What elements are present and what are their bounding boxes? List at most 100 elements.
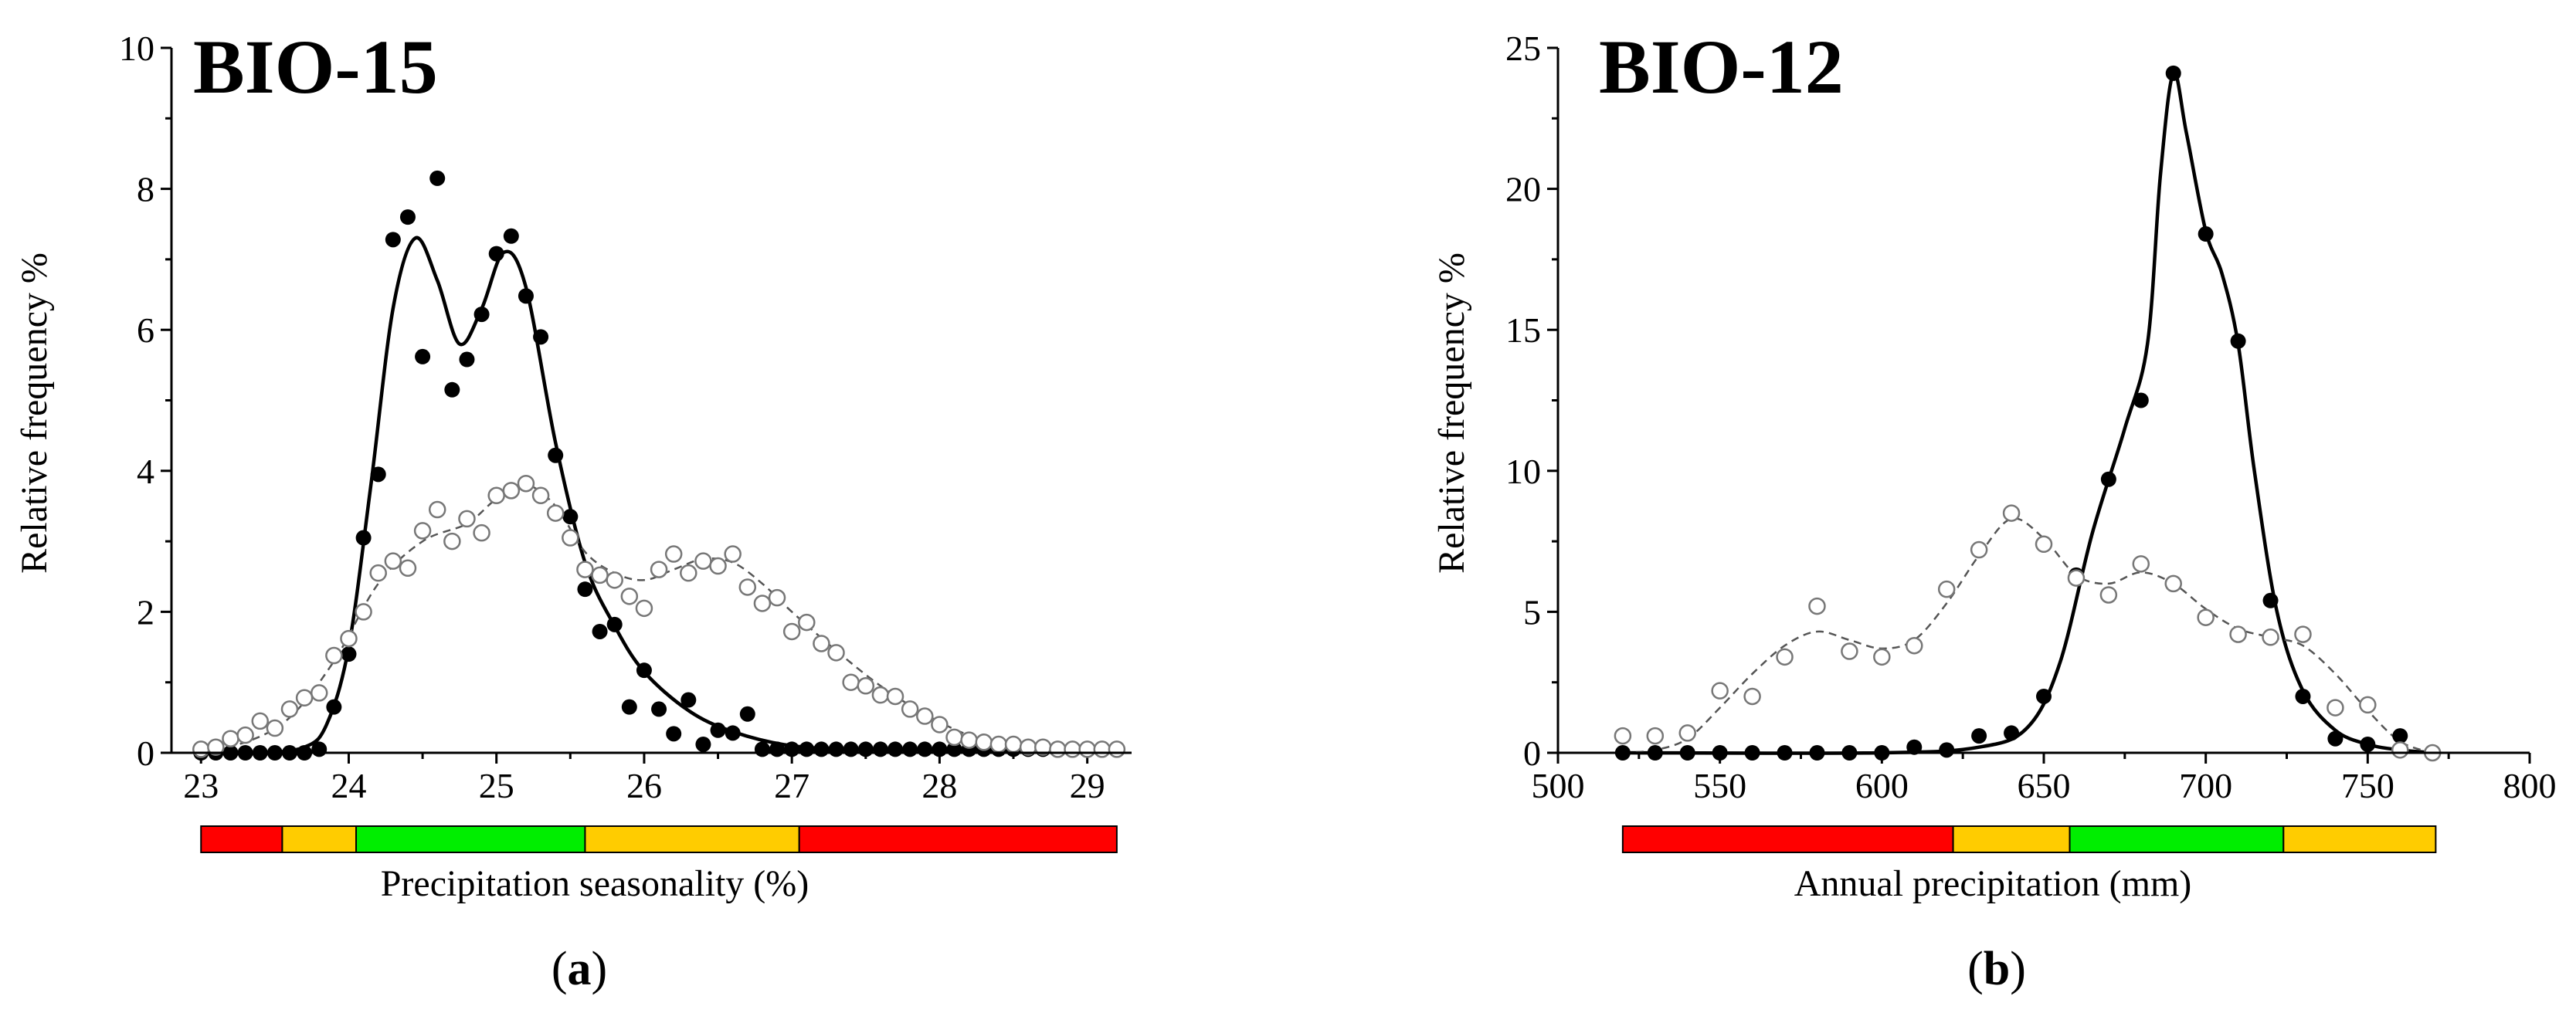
panel-b-filled-point (2392, 728, 2408, 744)
panel-a-open-point (502, 482, 521, 500)
panel-b-open-point (2294, 625, 2312, 643)
panel-a-open-point (960, 731, 978, 749)
panel-b-open-point (1614, 727, 1632, 745)
panel-b-open-point (2067, 569, 2086, 587)
panel-a-open-point (192, 740, 210, 758)
panel-a-suitability-band (200, 825, 1118, 853)
panel-a-open-point (576, 561, 594, 578)
panel-a-band-segment-green (355, 825, 586, 853)
panel-a-band-segment-red (200, 825, 283, 853)
panel-b-open-point (1646, 727, 1665, 745)
panel-a-open-point (1108, 740, 1126, 758)
panel-b-filled-point (2262, 592, 2279, 608)
panel-a-ylabel: Relative frequency % (14, 252, 55, 574)
panel-a-filled-point (651, 701, 667, 717)
panel-a-fit-curves (201, 235, 1117, 755)
panel-a-open-point (886, 687, 904, 706)
panel-b-open-fit-line (1622, 517, 2433, 754)
panel-b-band-segment-yellow (1952, 825, 2071, 853)
panel-b-open-point (2262, 628, 2279, 646)
panel-b-open-point (1743, 687, 1761, 706)
panel-a-open-point (842, 673, 860, 691)
panel-a-filled-point (872, 741, 888, 757)
panel-b-open-point (2035, 535, 2053, 554)
panel-b-open-point (1873, 648, 1891, 666)
panel-a-filled-point (725, 725, 741, 741)
panel-b-open-point (1808, 597, 1826, 615)
panel-a-xlabel: Precipitation seasonality (%) (381, 863, 809, 904)
panel-a-filled-point (680, 692, 697, 708)
panel-a-filled-point (784, 741, 800, 757)
panel-a-open-point (546, 504, 565, 522)
panel-a-open-point (266, 719, 284, 737)
panel-a-open-point (369, 564, 387, 582)
panel-a-filled-point (370, 466, 386, 483)
panel-a-open-point (1049, 740, 1067, 758)
panel-b-open-point (1937, 580, 1956, 598)
panel-a-open-point (473, 523, 490, 542)
panel-a-axes (170, 48, 1132, 754)
panel-b-x-tick-label: 750 (2341, 766, 2394, 805)
panel-a-filled-point (754, 741, 770, 757)
panel-a-filled-point (311, 741, 328, 757)
panel-a-open-point (813, 635, 830, 652)
panel-a-y-tick-label: 8 (137, 170, 154, 209)
panel-a-y-tick-label: 10 (119, 29, 154, 68)
panel-a-x-tick-label: 24 (331, 766, 366, 805)
panel-a-open-point (295, 689, 314, 707)
panel-a-band-segment-red (798, 825, 1118, 853)
panel-a-open-point (236, 726, 254, 744)
panel-b-band-segment-yellow (2282, 825, 2437, 853)
panel-b-ylabel: Relative frequency % (1431, 252, 1472, 574)
panel-a-open-point (1064, 740, 1081, 758)
panel-a-open-point (753, 595, 772, 612)
panel-a-open-point (857, 677, 875, 695)
panel-b-axes (1556, 48, 2530, 754)
panel-b-x-tick-label: 550 (1693, 766, 1746, 805)
panel-a-open-point (384, 552, 402, 570)
panel-a-open-point (428, 500, 446, 519)
panel-b-open-point (2099, 586, 2118, 604)
panel-b-y-tick-label: 20 (1505, 170, 1541, 209)
panel-a-band-segment-yellow (584, 825, 800, 853)
panel-a-filled-point (548, 447, 564, 463)
panel-b-band-segment-green (2069, 825, 2285, 853)
panel-b-x-tick-label: 600 (1855, 766, 1909, 805)
panel-a-filled-point (710, 722, 726, 738)
panel-b-x-ticks: 500 550 600 650 700 750 800 (1532, 753, 2557, 805)
panel-a-filled-point (355, 530, 372, 546)
panel-b-filled-point (1971, 728, 1987, 744)
panel-a-filled-point (902, 741, 918, 757)
panel-b-y-tick-label: 0 (1523, 733, 1541, 773)
panel-a-filled-point (917, 741, 933, 757)
panel-a-filled-fit-line (201, 235, 1117, 755)
panel-a-open-point (606, 571, 623, 589)
panel-b-x-tick-label: 800 (2503, 766, 2557, 805)
panel-b-filled-point (2133, 392, 2149, 408)
panel-b-y-tick-label: 15 (1505, 310, 1541, 350)
panel-a-filled-point (399, 209, 416, 225)
panel-a-filled-point (592, 623, 608, 639)
panel-b-filled-point (2327, 730, 2344, 747)
panel-a-filled-point (429, 170, 446, 186)
panel-b-open-point (2391, 741, 2409, 759)
panel-a-open-point (975, 733, 993, 751)
panel-b-filled-point (2036, 688, 2052, 704)
panel-a-band-segment-yellow (281, 825, 358, 853)
panel-b-filled-point (2165, 65, 2181, 81)
panel-b-filled-point (2198, 226, 2214, 242)
panel-a-x-tick-label: 29 (1070, 766, 1105, 805)
panel-a-open-point (562, 529, 579, 547)
panel-a-open-point (443, 532, 461, 551)
panel-b-open-point (2197, 608, 2215, 626)
panel-a-open-point (531, 486, 550, 505)
panel-a-open-point (664, 545, 683, 563)
panel-a-open-point (871, 686, 890, 704)
panel-a-y-tick-label: 6 (137, 310, 154, 350)
panel-a-filled-point (415, 348, 431, 364)
panel-a-filled-point (606, 616, 623, 632)
panel-a-caption-letter: a (568, 943, 592, 995)
panel-b-y-tick-label: 25 (1505, 29, 1541, 68)
panel-a-open-point (650, 561, 668, 578)
